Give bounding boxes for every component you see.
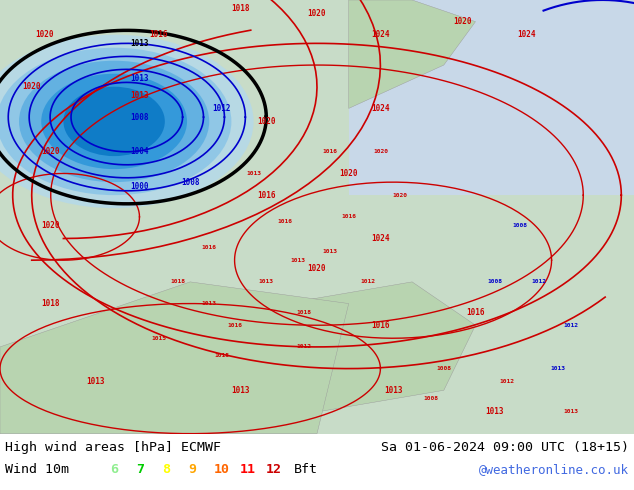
Text: 7: 7 [136,464,144,476]
Polygon shape [254,282,476,412]
Text: 1008: 1008 [181,178,200,187]
Text: Bft: Bft [294,464,318,476]
FancyBboxPatch shape [349,0,634,195]
Text: 1008: 1008 [130,113,149,122]
Ellipse shape [19,61,209,182]
Text: 1008: 1008 [436,366,451,371]
Text: 1016: 1016 [202,245,217,250]
Text: 1013: 1013 [563,410,578,415]
Text: 1013: 1013 [550,366,566,371]
Text: 1024: 1024 [371,30,390,39]
Text: 1024: 1024 [517,30,536,39]
Text: 1016: 1016 [257,191,276,199]
Text: 1016: 1016 [341,214,356,220]
Text: 1004: 1004 [130,147,149,156]
Text: 1018: 1018 [41,299,60,308]
Text: 1016: 1016 [371,321,390,330]
Ellipse shape [63,87,165,156]
Ellipse shape [41,74,187,169]
Text: 1000: 1000 [130,182,149,191]
Text: 1013: 1013 [86,377,105,386]
Text: 1013: 1013 [202,301,217,306]
Text: 1008: 1008 [424,396,439,401]
Text: 12: 12 [266,464,282,476]
Text: High wind areas [hPa] ECMWF: High wind areas [hPa] ECMWF [5,441,221,454]
Text: Wind 10m: Wind 10m [5,464,69,476]
Ellipse shape [0,35,254,208]
Text: 1013: 1013 [485,408,504,416]
Polygon shape [349,0,476,108]
Text: 1013: 1013 [290,258,306,263]
Text: 1013: 1013 [322,249,337,254]
Text: 9: 9 [188,464,196,476]
Text: 1013: 1013 [130,39,149,48]
Text: 1020: 1020 [392,193,407,197]
Text: Sa 01-06-2024 09:00 UTC (18+15): Sa 01-06-2024 09:00 UTC (18+15) [381,441,629,454]
Text: 1020: 1020 [41,147,60,156]
Text: 1018: 1018 [231,4,250,13]
Text: 1012: 1012 [212,104,231,113]
Text: 1012: 1012 [360,279,375,284]
Text: 1020: 1020 [373,149,388,154]
Text: 1016: 1016 [322,149,337,154]
Text: 1013: 1013 [246,171,261,176]
Text: 1016: 1016 [466,308,485,317]
Text: 8: 8 [162,464,170,476]
Text: 1020: 1020 [453,17,472,26]
Text: @weatheronline.co.uk: @weatheronline.co.uk [479,464,629,476]
Text: 1013: 1013 [384,386,403,395]
Text: 1020: 1020 [257,117,276,126]
Text: 1020: 1020 [41,221,60,230]
Text: 1016: 1016 [227,323,242,328]
Text: 1016: 1016 [149,30,168,39]
Text: 1012: 1012 [563,323,578,328]
Text: 1015: 1015 [214,353,230,358]
Text: 1020: 1020 [307,265,327,273]
Text: 1008: 1008 [512,223,527,228]
Text: 1024: 1024 [371,234,390,243]
Text: 1018: 1018 [170,279,185,284]
Text: 1020: 1020 [307,8,327,18]
Text: 1013: 1013 [130,74,149,82]
Ellipse shape [0,48,231,195]
Text: 1020: 1020 [35,30,54,39]
Text: 1024: 1024 [371,104,390,113]
Text: 1013: 1013 [130,91,149,100]
Text: 1016: 1016 [278,219,293,223]
Text: 1015: 1015 [151,336,166,341]
Text: 1020: 1020 [22,82,41,91]
Text: 1013: 1013 [259,279,274,284]
Text: 1012: 1012 [297,344,312,349]
Text: 1020: 1020 [339,169,358,178]
Text: 1018: 1018 [297,310,312,315]
Text: 1012: 1012 [531,279,547,284]
Text: 1012: 1012 [500,379,515,384]
Polygon shape [0,282,349,434]
Text: 11: 11 [240,464,256,476]
Text: 1008: 1008 [487,279,502,284]
Text: 6: 6 [110,464,118,476]
Text: 1013: 1013 [231,386,250,395]
Text: 10: 10 [214,464,230,476]
